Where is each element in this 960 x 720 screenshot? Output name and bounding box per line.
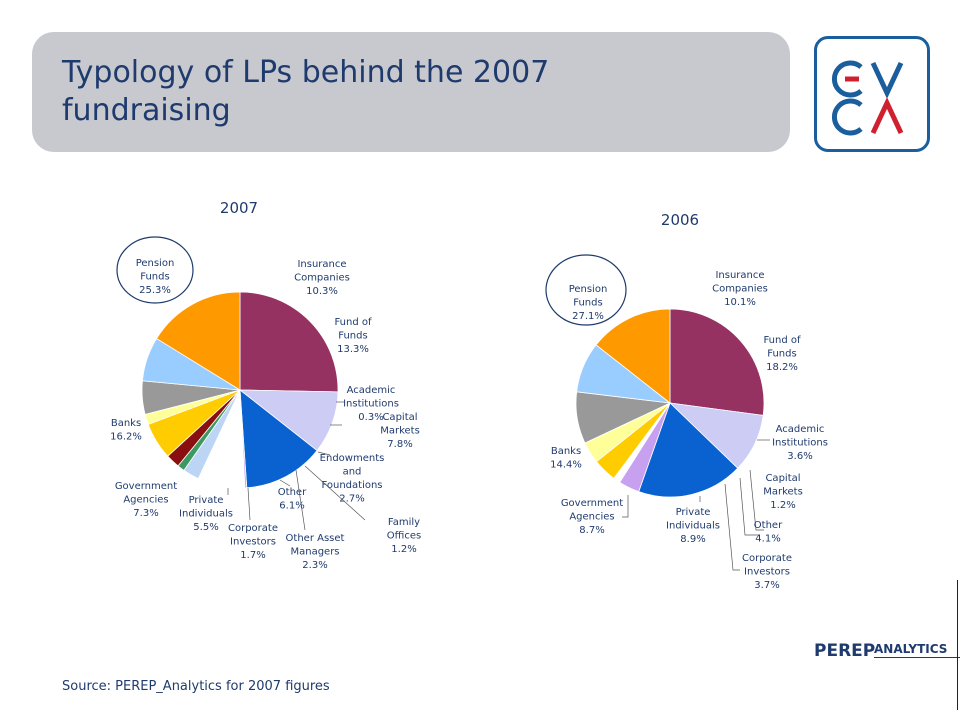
pie-chart-2006: Pension Funds 27.1% Insurance Companies 10.1%… [550, 270, 828, 591]
highlight-circle-2006 [545, 254, 627, 326]
leader-line-2006-other [739, 477, 760, 536]
data-label-2006-insurance-companies: Insurance Companies 10.1% [712, 270, 768, 308]
data-label-2006-other: Other 4.1% [754, 520, 783, 545]
leader-line-2007-corporate-investors [247, 487, 251, 521]
data-label-2007-endowments-and-foundations: Endowments and Foundations 2.7% [320, 453, 385, 505]
data-label-2006-corporate-investors: Corporate Investors 3.7% [742, 553, 792, 591]
pie-slice-2006-banks [595, 308, 671, 404]
chart-title-2006: 2006 [661, 211, 699, 229]
pie-slice-2007-academic-institutions [239, 389, 248, 489]
data-label-2007-pension-funds: Pension Funds 25.3% [136, 258, 175, 296]
highlight-circle-2007 [116, 236, 194, 304]
divider-line [957, 580, 958, 710]
data-label-2007-government-agencies: Government Agencies 7.3% [115, 481, 177, 519]
leader-line-2007-other-asset-managers [295, 469, 306, 531]
evca-logo-icon [814, 36, 930, 152]
data-label-2007-banks: Banks 16.2% [110, 418, 142, 443]
data-label-2007-academic-institutions: Academic Institutions 0.3% [343, 385, 399, 423]
pie-slice-2007-capital-markets [196, 393, 245, 493]
perep-logo-main: PEREP [814, 641, 876, 661]
page-title-line2: fundraising [62, 93, 231, 128]
data-label-2006-academic-institutions: Academic Institutions 3.6% [772, 424, 828, 462]
pie-slice-2006-pension-funds [669, 308, 765, 416]
data-label-2007-corporate-investors: Corporate Investors 1.7% [228, 523, 278, 561]
page-title-line1: Typology of LPs behind the 2007 [62, 55, 550, 90]
pie-slice-2007-fund-of-funds [239, 389, 318, 489]
leader-line-2007-other [279, 479, 291, 487]
pie-chart-2007: Pension Funds 25.3% Insurance Companies 10.3%… [110, 258, 421, 571]
perep-underline [874, 657, 960, 658]
leader-line-2007-family-offices [304, 465, 366, 521]
data-label-2007-insurance-companies: Insurance Companies 10.3% [294, 259, 350, 297]
title-banner: Typology of LPs behind the 2007 fundrais… [32, 32, 790, 152]
data-label-2006-government-agencies: Government Agencies 8.7% [561, 498, 623, 536]
leader-line-2006-corporate-investors [724, 483, 740, 571]
data-label-2007-other-asset-managers: Other Asset Managers 2.3% [286, 533, 345, 571]
data-label-2007-family-offices: Family Offices 1.2% [387, 517, 421, 555]
perep-analytics-logo: PEREP ANALYTICS [814, 641, 960, 667]
chart-title-2007: 2007 [220, 199, 258, 217]
data-label-2006-private-individuals: Private Individuals 8.9% [666, 507, 720, 545]
data-label-2006-fund-of-funds: Fund of Funds 18.2% [763, 335, 801, 373]
page-title: Typology of LPs behind the 2007 fundrais… [62, 54, 762, 130]
leader-line-2007-endowments-and-foundations [317, 451, 331, 456]
perep-logo-sub: ANALYTICS [874, 642, 948, 656]
pie-slice-2007-pension-funds [239, 291, 339, 393]
data-label-2006-pension-funds: Pension Funds 27.1% [569, 284, 608, 322]
data-label-2007-private-individuals: Private Individuals 5.5% [179, 495, 233, 533]
data-label-2007-capital-markets: Capital Markets 7.8% [380, 412, 420, 450]
leader-line-2006-government-agencies [622, 495, 629, 518]
data-label-2007-fund-of-funds: Fund of Funds 13.3% [334, 317, 372, 355]
source-note: Source: PEREP_Analytics for 2007 figures [62, 679, 330, 694]
data-label-2007-other: Other 6.1% [278, 487, 307, 512]
data-label-2006-capital-markets: Capital Markets 1.2% [763, 473, 803, 511]
data-label-2006-banks: Banks 14.4% [550, 446, 582, 471]
pie-slice-2007-banks [156, 291, 241, 391]
leader-line-2006-capital-markets [749, 469, 764, 531]
pie-slice-2006-fund-of-funds [638, 402, 739, 498]
